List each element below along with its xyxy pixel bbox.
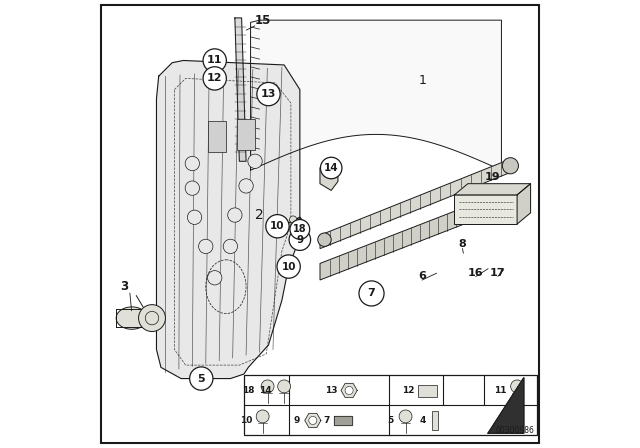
Circle shape xyxy=(290,220,310,239)
Text: 9: 9 xyxy=(293,416,300,425)
Text: 1: 1 xyxy=(419,74,427,87)
Bar xyxy=(208,121,226,152)
Circle shape xyxy=(399,410,412,423)
Circle shape xyxy=(203,49,227,72)
Polygon shape xyxy=(320,190,511,280)
Text: 18: 18 xyxy=(242,386,255,395)
Circle shape xyxy=(207,271,222,285)
Circle shape xyxy=(289,229,310,250)
Text: 10: 10 xyxy=(270,221,285,231)
Circle shape xyxy=(277,255,300,278)
Polygon shape xyxy=(488,378,524,433)
Text: 8: 8 xyxy=(459,239,467,249)
Text: 00300986: 00300986 xyxy=(495,426,534,435)
Polygon shape xyxy=(454,184,531,195)
Text: 12: 12 xyxy=(402,386,415,395)
Text: 14: 14 xyxy=(259,386,271,395)
Text: 5: 5 xyxy=(198,374,205,383)
Circle shape xyxy=(239,179,253,193)
Polygon shape xyxy=(251,20,502,170)
Text: 13: 13 xyxy=(260,89,276,99)
Polygon shape xyxy=(157,60,300,379)
Polygon shape xyxy=(334,416,352,425)
Circle shape xyxy=(188,210,202,224)
Bar xyxy=(433,410,438,430)
Circle shape xyxy=(261,380,274,393)
Text: 4: 4 xyxy=(420,416,426,425)
Circle shape xyxy=(223,239,237,254)
Polygon shape xyxy=(235,18,246,161)
Circle shape xyxy=(203,67,227,90)
Circle shape xyxy=(266,215,289,238)
Text: 19: 19 xyxy=(484,172,500,182)
Bar xyxy=(418,385,437,397)
Text: 6: 6 xyxy=(418,271,426,280)
Polygon shape xyxy=(320,159,511,249)
Text: 14: 14 xyxy=(324,163,339,173)
Circle shape xyxy=(198,239,213,254)
Text: 11: 11 xyxy=(494,386,506,395)
Bar xyxy=(237,119,255,150)
Text: 13: 13 xyxy=(325,386,337,395)
Text: 16: 16 xyxy=(468,268,484,278)
Circle shape xyxy=(502,158,518,174)
Polygon shape xyxy=(305,414,321,427)
Circle shape xyxy=(185,181,200,195)
Polygon shape xyxy=(517,184,531,224)
Text: 11: 11 xyxy=(207,56,223,65)
Text: 17: 17 xyxy=(490,268,506,278)
Circle shape xyxy=(278,380,291,393)
Text: 7: 7 xyxy=(367,289,376,298)
Circle shape xyxy=(257,82,280,106)
Circle shape xyxy=(345,386,353,394)
Circle shape xyxy=(139,305,165,332)
Ellipse shape xyxy=(116,307,148,329)
Text: 12: 12 xyxy=(207,73,223,83)
Circle shape xyxy=(185,156,200,171)
Text: 3: 3 xyxy=(120,280,128,293)
Circle shape xyxy=(511,380,524,393)
Text: 9: 9 xyxy=(296,235,303,245)
Circle shape xyxy=(359,281,384,306)
Circle shape xyxy=(317,233,332,246)
Bar xyxy=(244,375,538,435)
Circle shape xyxy=(145,311,159,325)
Text: 5: 5 xyxy=(388,416,394,425)
Circle shape xyxy=(256,410,269,423)
Circle shape xyxy=(248,154,262,168)
Bar xyxy=(454,195,517,224)
Polygon shape xyxy=(341,383,357,397)
Text: 10: 10 xyxy=(282,262,296,271)
Text: 2: 2 xyxy=(255,208,264,222)
Text: 15: 15 xyxy=(255,13,271,27)
Circle shape xyxy=(228,208,242,222)
Circle shape xyxy=(289,216,297,223)
Circle shape xyxy=(309,417,317,425)
Circle shape xyxy=(321,157,342,179)
Text: 10: 10 xyxy=(240,416,252,425)
Text: 18: 18 xyxy=(293,224,307,234)
Text: 7: 7 xyxy=(324,416,330,425)
Circle shape xyxy=(189,367,213,390)
Polygon shape xyxy=(320,168,338,190)
